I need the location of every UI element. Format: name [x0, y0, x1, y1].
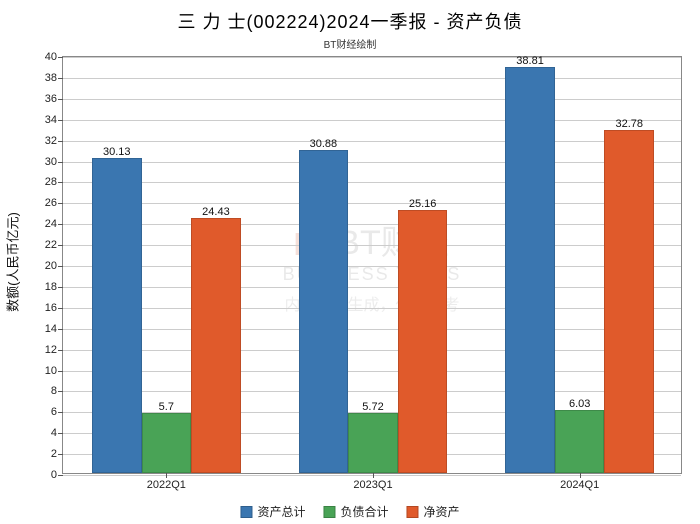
grid-line: [63, 99, 681, 100]
ytick-label: 16: [45, 302, 63, 314]
grid-line: [63, 162, 681, 163]
grid-line: [63, 120, 681, 121]
legend-item: 负债合计: [323, 503, 388, 520]
grid-line: [63, 308, 681, 309]
bar: [299, 150, 349, 473]
grid-line: [63, 266, 681, 267]
ytick-label: 20: [45, 260, 63, 272]
chart-title: 三 力 士(002224)2024一季报 - 资产负债: [0, 0, 700, 34]
xtick-mark: [580, 473, 581, 478]
ytick-label: 0: [51, 469, 63, 481]
ytick-label: 24: [45, 218, 63, 230]
chart-subtitle: BT财经绘制: [0, 36, 700, 51]
grid-line: [63, 245, 681, 246]
chart-container: 三 力 士(002224)2024一季报 - 资产负债 BT财经绘制 数额(人民…: [0, 0, 700, 524]
ytick-label: 14: [45, 323, 63, 335]
legend-swatch-icon: [240, 506, 252, 518]
legend-swatch-icon: [407, 506, 419, 518]
ytick-label: 8: [51, 385, 63, 397]
legend: 资产总计 负债合计 净资产: [240, 503, 459, 520]
grid-line: [63, 224, 681, 225]
ytick-label: 28: [45, 176, 63, 188]
plot-area: BT财经 BUSINESS TIMES 内容由AI生成，仅供参考 0246810…: [62, 56, 682, 474]
grid-line: [63, 287, 681, 288]
bar: [348, 413, 398, 473]
ytick-label: 36: [45, 93, 63, 105]
bar-value-label: 25.16: [409, 198, 437, 210]
bar-value-label: 5.72: [362, 401, 383, 413]
xtick-mark: [373, 473, 374, 478]
bar: [604, 130, 654, 473]
grid-line: [63, 182, 681, 183]
ytick-label: 38: [45, 72, 63, 84]
xtick-mark: [166, 473, 167, 478]
bar: [398, 210, 448, 473]
y-axis-label: 数额(人民币亿元): [3, 212, 22, 312]
bar: [142, 413, 192, 473]
ytick-label: 6: [51, 406, 63, 418]
grid-line: [63, 391, 681, 392]
grid-line: [63, 78, 681, 79]
bar-value-label: 32.78: [616, 118, 644, 130]
bar-value-label: 30.88: [310, 138, 338, 150]
ytick-label: 2: [51, 448, 63, 460]
bar: [92, 158, 142, 473]
bar-value-label: 5.7: [159, 401, 174, 413]
bar-value-label: 30.13: [103, 146, 131, 158]
ytick-label: 18: [45, 281, 63, 293]
legend-label: 净资产: [424, 503, 460, 520]
legend-item: 净资产: [407, 503, 460, 520]
grid-line: [63, 57, 681, 58]
legend-item: 资产总计: [240, 503, 305, 520]
ytick-label: 34: [45, 114, 63, 126]
grid-line: [63, 371, 681, 372]
grid-line: [63, 350, 681, 351]
ytick-label: 40: [45, 51, 63, 63]
ytick-label: 32: [45, 135, 63, 147]
bar-value-label: 24.43: [202, 206, 230, 218]
ytick-label: 30: [45, 156, 63, 168]
ytick-label: 10: [45, 365, 63, 377]
legend-label: 资产总计: [257, 503, 305, 520]
grid-line: [63, 141, 681, 142]
grid-line: [63, 203, 681, 204]
bar-value-label: 6.03: [569, 398, 590, 410]
ytick-label: 4: [51, 427, 63, 439]
ytick-label: 22: [45, 239, 63, 251]
legend-label: 负债合计: [340, 503, 388, 520]
ytick-label: 12: [45, 344, 63, 356]
bar-value-label: 38.81: [516, 55, 544, 67]
grid-line: [63, 329, 681, 330]
legend-swatch-icon: [323, 506, 335, 518]
ytick-label: 26: [45, 197, 63, 209]
bar: [191, 218, 241, 473]
bar: [555, 410, 605, 473]
bar: [505, 67, 555, 473]
